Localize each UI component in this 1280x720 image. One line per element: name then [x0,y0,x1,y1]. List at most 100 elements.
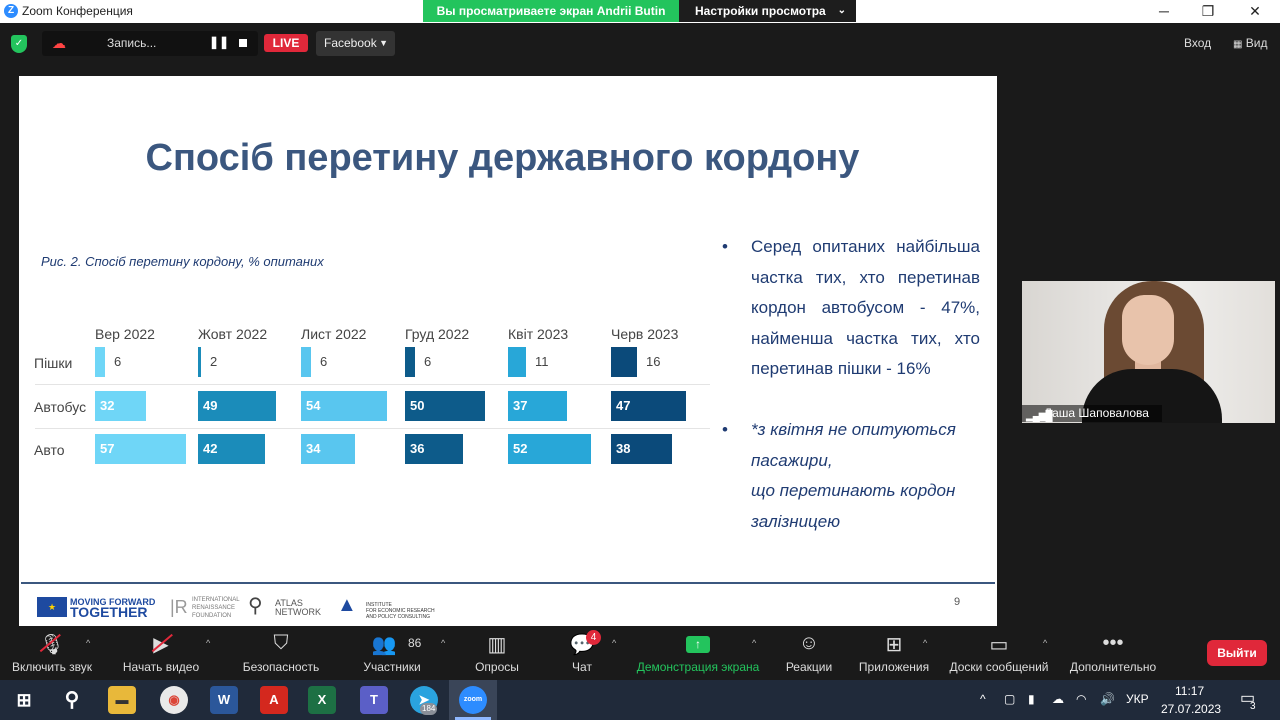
wifi-icon[interactable]: ◠ [1076,692,1087,706]
pause-record-button[interactable]: ❚❚ [209,35,230,49]
irf-logo-line3: FOUNDATION [192,613,232,619]
tray-expand-icon[interactable]: ^ [980,692,986,706]
chart-bar [508,391,567,421]
chat-button[interactable]: 💬 4 Чат [556,628,608,680]
ier-logo-icon: ▲ [337,594,357,616]
participant-name-label: ▂▄▆█ Даша Шаповалова [1022,405,1162,422]
share-screen-button[interactable]: ↑ Демонстрация экрана [632,628,764,680]
input-language[interactable]: УКР [1126,692,1149,706]
chart-bar [508,434,591,464]
battery-icon[interactable]: ▮ [1028,692,1035,706]
meet-now-icon[interactable]: ▢ [1004,692,1016,706]
chart-bar [405,434,463,464]
volume-icon[interactable]: 🔊 [1100,692,1115,706]
windows-start-icon[interactable]: ⊞ [16,690,32,710]
excel-icon[interactable]: X [308,686,336,714]
unmute-button[interactable]: 🎙 Включить звук [4,628,100,680]
whiteboard-options-caret[interactable]: ^ [1043,638,1048,648]
ier-logo-line3: AND POLICY CONSULTING [366,614,430,620]
bullet-dot: • [722,237,728,256]
minimize-icon[interactable]: ─ [1159,3,1169,19]
video-off-icon: ▶ [151,632,173,657]
cloud-sync-icon[interactable]: ☁ [1052,692,1064,706]
ier-logo-line1: INSTITUTE [366,602,392,608]
chrome-icon[interactable]: ◉ [160,686,188,714]
chat-label: Чат [572,660,592,674]
slide-title: Спосіб перетину державного кордону [145,137,860,179]
security-button[interactable]: ⛉ Безопасность [236,628,326,680]
bar-value-label: 11 [535,354,549,369]
muted-mic-icon: 🎙 [39,633,65,656]
clock-time[interactable]: 11:17 [1175,684,1205,698]
meeting-controls-bar [0,628,1280,680]
bar-value-label: 16 [646,354,661,369]
notification-count: 3 [1250,701,1256,712]
apps-button[interactable]: ⊞ Приложения [852,628,936,680]
word-icon[interactable]: W [210,686,238,714]
view-settings-label: Настройки просмотра [695,4,826,18]
recording-panel: ☁ Запись... ❚❚ [42,31,258,56]
apps-label: Приложения [858,660,930,674]
participant-video-tile[interactable] [1022,281,1275,423]
bar-value-label: 32 [100,398,115,413]
chart-bar [611,347,637,377]
participants-icon: 👥 [371,634,397,656]
bar-value-label: 2 [210,354,218,369]
more-button[interactable]: ••• Дополнительно [1064,628,1162,680]
view-settings-button[interactable]: Настройки просмотра ⌄ [679,0,856,22]
chart-bar [95,347,105,377]
unmute-label: Включить звук [11,660,93,674]
chart-bar [95,391,146,421]
video-options-caret[interactable]: ^ [206,638,211,648]
file-explorer-icon[interactable]: ▬ [108,686,136,714]
atlas-logo-line2: NETWORK [275,607,321,617]
livestream-target-dropdown[interactable]: Facebook ▼ [316,31,395,56]
search-icon[interactable]: ⚲ [64,689,80,711]
table-divider [35,428,710,429]
teams-icon[interactable]: T [360,686,388,714]
participants-label: Участники [363,660,421,674]
chat-options-caret[interactable]: ^ [612,638,617,648]
bar-value-label: 37 [513,398,528,413]
column-header: Вер 2022 [95,326,155,342]
more-label: Дополнительно [1069,660,1157,674]
apps-grid-icon: ⊞ [885,634,903,656]
clock-date[interactable]: 27.07.2023 [1161,702,1222,716]
chevron-down-icon: ⌄ [837,5,846,16]
bar-value-label: 57 [100,441,115,456]
ier-logo-line2: FOR ECONOMIC RESEARCH [366,608,435,614]
restore-icon[interactable]: ❐ [1201,3,1215,19]
zoom-logo-icon: Z [4,4,18,18]
notification-center-icon[interactable]: ▭ [1240,690,1256,707]
slide-page-number: 9 [954,596,961,608]
atlas-logo-icon: ⚲ [248,595,263,617]
zoom-app-icon: zoom [459,686,487,714]
active-app-indicator [455,717,491,720]
close-icon[interactable]: ✕ [1249,3,1261,19]
audio-options-caret[interactable]: ^ [86,638,91,648]
share-screen-icon: ↑ [686,636,710,653]
polls-button[interactable]: ▥ Опросы [466,628,528,680]
leave-button[interactable]: Выйти [1207,640,1267,666]
reactions-button[interactable]: ☺ Реакции [778,628,840,680]
enter-button[interactable]: Вход [1184,36,1212,50]
livestream-target-label: Facebook [324,36,377,50]
bar-value-label: 54 [306,398,321,413]
bar-value-label: 50 [410,398,425,413]
column-header: Квіт 2023 [508,326,569,342]
apps-options-caret[interactable]: ^ [923,638,928,648]
stop-record-button[interactable] [239,39,247,47]
participants-options-caret[interactable]: ^ [441,638,446,648]
start-video-button[interactable]: ▶ Начать видео [114,628,208,680]
participants-button[interactable]: 👥 86 Участники [352,628,432,680]
table-divider [35,384,710,385]
encryption-shield-icon[interactable]: ✓ [11,35,27,53]
whiteboards-button[interactable]: ▭ Доски сообщений [944,628,1054,680]
bullet-text-2b: не опитуються пасажири, [751,420,956,470]
bullet-text-2c: що перетинають кордон залізницею [751,481,956,531]
share-options-caret[interactable]: ^ [752,638,757,648]
live-badge: LIVE [264,34,308,52]
pdf-reader-icon[interactable]: A [260,686,288,714]
view-button[interactable]: ▦ Вид [1233,36,1268,50]
chat-unread-badge: 4 [586,630,601,645]
